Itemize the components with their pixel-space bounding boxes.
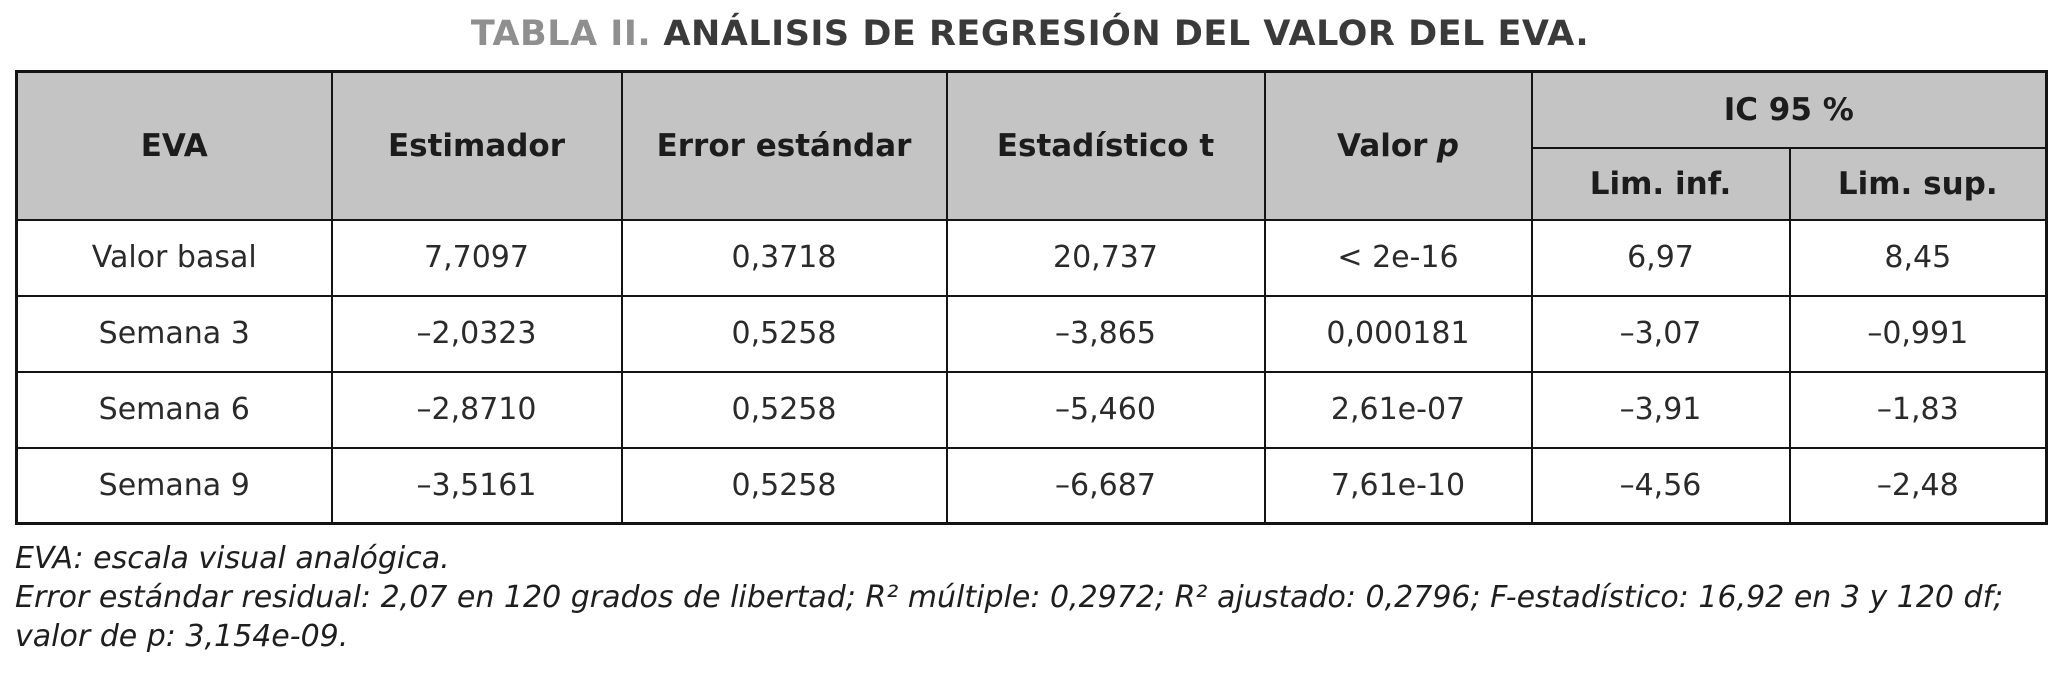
cell-lim-sup: –2,48	[1788, 446, 2048, 525]
header-estadistico-t: Estadístico t	[945, 70, 1266, 221]
cell-row-label: Semana 3	[15, 294, 333, 373]
footnote-line: Error estándar residual: 2,07 en 120 gra…	[15, 580, 2004, 654]
footnote-line: EVA: escala visual analógica.	[15, 541, 450, 576]
table-header: EVA Estimador Error estándar Estadístico…	[15, 70, 2048, 221]
header-estimador: Estimador	[330, 70, 623, 221]
cell-row-label: Valor basal	[15, 218, 333, 297]
header-lim-inf: Lim. inf.	[1530, 146, 1791, 221]
table-row: Semana 6 –2,8710 0,5258 –5,460 2,61e-07 …	[15, 370, 2048, 449]
cell-row-label: Semana 6	[15, 370, 333, 449]
table-title-tag: TABLA II.	[470, 14, 652, 54]
footnotes: EVA: escala visual analógica. Error está…	[15, 539, 2045, 656]
cell-valor-p: 2,61e-07	[1263, 370, 1533, 449]
cell-valor-p: < 2e-16	[1263, 218, 1533, 297]
header-ic95: IC 95 %	[1530, 70, 2048, 149]
table-body: Valor basal 7,7097 0,3718 20,737 < 2e-16…	[15, 218, 2048, 525]
cell-lim-inf: –3,07	[1530, 294, 1791, 373]
cell-estimador: 7,7097	[330, 218, 623, 297]
cell-lim-sup: 8,45	[1788, 218, 2048, 297]
cell-error-estandar: 0,5258	[620, 294, 948, 373]
cell-estadistico-t: 20,737	[945, 218, 1266, 297]
cell-lim-sup: –0,991	[1788, 294, 2048, 373]
cell-estadistico-t: –5,460	[945, 370, 1266, 449]
table-row: Semana 3 –2,0323 0,5258 –3,865 0,000181 …	[15, 294, 2048, 373]
cell-valor-p: 0,000181	[1263, 294, 1533, 373]
cell-lim-inf: –3,91	[1530, 370, 1791, 449]
cell-error-estandar: 0,5258	[620, 446, 948, 525]
table-title-text: ANÁLISIS DE REGRESIÓN DEL VALOR DEL EVA.	[663, 14, 1590, 54]
cell-estadistico-t: –6,687	[945, 446, 1266, 525]
page: TABLA II. ANÁLISIS DE REGRESIÓN DEL VALOR…	[15, 14, 2049, 656]
cell-estadistico-t: –3,865	[945, 294, 1266, 373]
cell-error-estandar: 0,3718	[620, 218, 948, 297]
cell-lim-inf: –4,56	[1530, 446, 1791, 525]
cell-lim-inf: 6,97	[1530, 218, 1791, 297]
header-p-label: p	[1436, 127, 1459, 164]
header-error-estandar: Error estándar	[620, 70, 948, 221]
table-row: Semana 9 –3,5161 0,5258 –6,687 7,61e-10 …	[15, 446, 2048, 525]
header-valor-label: Valor	[1337, 127, 1428, 164]
cell-estimador: –3,5161	[330, 446, 623, 525]
cell-row-label: Semana 9	[15, 446, 333, 525]
table-title: TABLA II. ANÁLISIS DE REGRESIÓN DEL VALOR…	[15, 14, 2045, 54]
header-lim-sup: Lim. sup.	[1788, 146, 2048, 221]
cell-lim-sup: –1,83	[1788, 370, 2048, 449]
cell-error-estandar: 0,5258	[620, 370, 948, 449]
cell-estimador: –2,8710	[330, 370, 623, 449]
table-row: Valor basal 7,7097 0,3718 20,737 < 2e-16…	[15, 218, 2048, 297]
cell-estimador: –2,0323	[330, 294, 623, 373]
header-eva: EVA	[15, 70, 333, 221]
header-valor-p: Valor p	[1263, 70, 1533, 221]
cell-valor-p: 7,61e-10	[1263, 446, 1533, 525]
regression-table: EVA Estimador Error estándar Estadístico…	[15, 70, 2049, 525]
